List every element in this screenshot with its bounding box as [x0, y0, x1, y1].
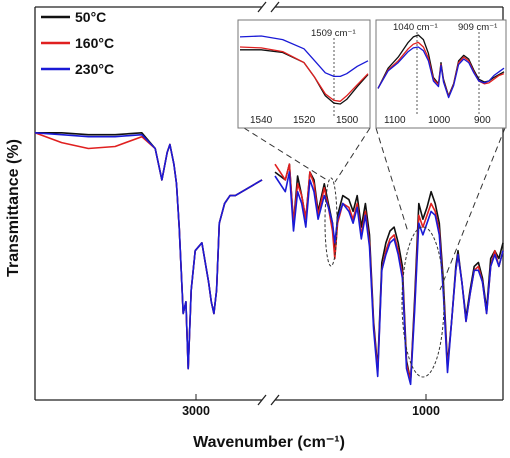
inset-frame	[375, 19, 507, 129]
annotation-909: 909 cm⁻¹	[458, 22, 497, 33]
inset-tick-label: 1000	[428, 115, 451, 126]
x-tick-label-1000: 1000	[412, 404, 440, 418]
series-line-230c	[34, 132, 263, 370]
zoom-connectors	[243, 127, 506, 291]
series-line-50c	[35, 132, 263, 370]
inset-series-line-160c	[239, 46, 369, 102]
inset-series-layer	[239, 35, 369, 105]
annotation-1040: 1040 cm⁻¹	[393, 22, 438, 33]
break-mark-top-2	[270, 1, 280, 13]
legend: 50°C 160°C 230°C	[41, 9, 114, 77]
legend-label-50c: 50°C	[75, 9, 106, 25]
inset-tick-label: 1520	[293, 115, 316, 126]
connector	[439, 127, 506, 291]
inset-tick-label: 1540	[250, 115, 273, 126]
series-line-230c	[274, 171, 504, 386]
inset-1040-909: 1040 cm⁻¹ 909 cm⁻¹ 1100 1000 900	[375, 19, 507, 129]
connector	[243, 127, 328, 181]
highlight-ellipse-1509	[324, 177, 338, 267]
connector	[375, 127, 409, 233]
inset-tick-label: 900	[474, 115, 491, 126]
inset-1509: 1509 cm⁻¹ 1540 1520 1500	[237, 19, 371, 129]
inset-series-line-50c	[240, 49, 369, 105]
break-mark-bottom-2	[270, 394, 280, 406]
legend-label-230c: 230°C	[75, 61, 114, 77]
inset-series-line-230c	[239, 35, 369, 78]
inset-frame	[237, 19, 371, 129]
inset-series-layer	[377, 34, 505, 99]
inset-series-line-230c	[377, 46, 505, 99]
highlight-ellipse-1040-909	[401, 226, 445, 378]
inset-tick-label: 1100	[384, 115, 406, 126]
series-line-160c	[34, 132, 263, 370]
series-layer	[34, 132, 504, 386]
axis-break-marks	[257, 1, 280, 406]
inset-tick-label: 1500	[336, 115, 359, 126]
break-mark-top-1	[257, 1, 267, 13]
legend-label-160c: 160°C	[75, 35, 114, 51]
highlight-annotations	[324, 177, 445, 378]
connector	[334, 127, 371, 183]
break-mark-bottom-1	[257, 394, 267, 406]
x-tick-label-3000: 3000	[182, 404, 210, 418]
annotation-1509: 1509 cm⁻¹	[311, 28, 356, 39]
x-axis-title: Wavenumber (cm⁻¹)	[193, 434, 345, 451]
y-axis-title: Transmittance (%)	[5, 139, 22, 277]
x-tick-marks	[195, 394, 427, 400]
